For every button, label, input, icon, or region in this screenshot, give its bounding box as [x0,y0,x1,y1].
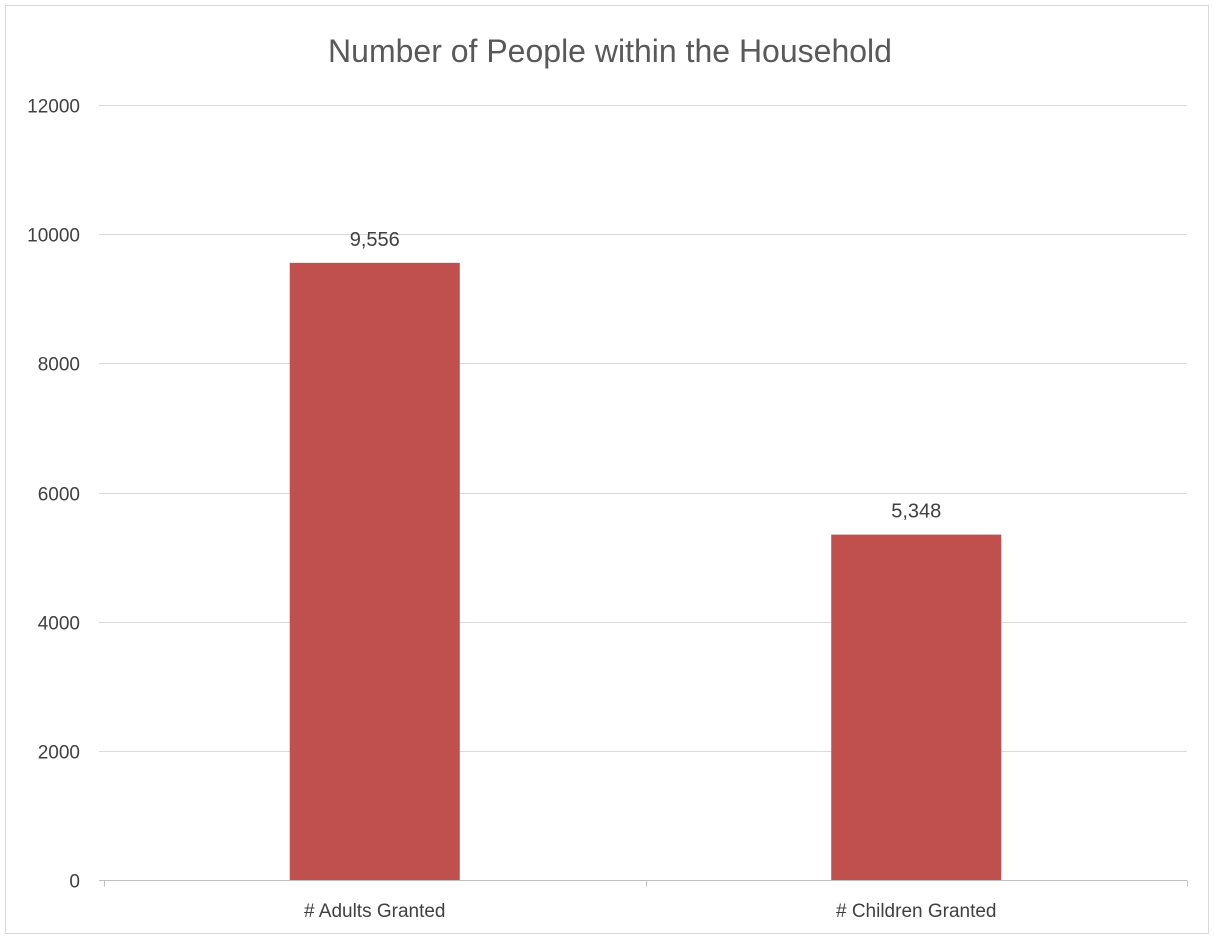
y-tick-label: 0 [69,872,80,893]
gridlines [99,105,1187,752]
x-axis [99,880,1188,887]
y-tick-label: 10000 [27,226,80,247]
bars [289,262,1002,880]
category-label: # Adults Granted [304,901,446,922]
y-tick-label: 8000 [38,355,80,376]
y-tick-label: 6000 [38,485,80,506]
chart-frame [5,5,1209,934]
y-tick-label: 12000 [27,97,80,118]
category-label: # Children Granted [836,901,997,922]
data-labels: 9,556 5,348 [350,229,942,523]
data-label: 9,556 [350,229,400,251]
y-axis-ticks: 0 2000 4000 6000 8000 10000 12000 [27,97,80,893]
y-tick-label: 2000 [38,743,80,764]
data-label: 5,348 [891,501,941,523]
bar [289,262,460,880]
y-tick-label: 4000 [38,614,80,635]
chart-title: Number of People within the Household [328,33,892,69]
bar [831,534,1002,880]
x-axis-categories: # Adults Granted # Children Granted [304,901,997,922]
